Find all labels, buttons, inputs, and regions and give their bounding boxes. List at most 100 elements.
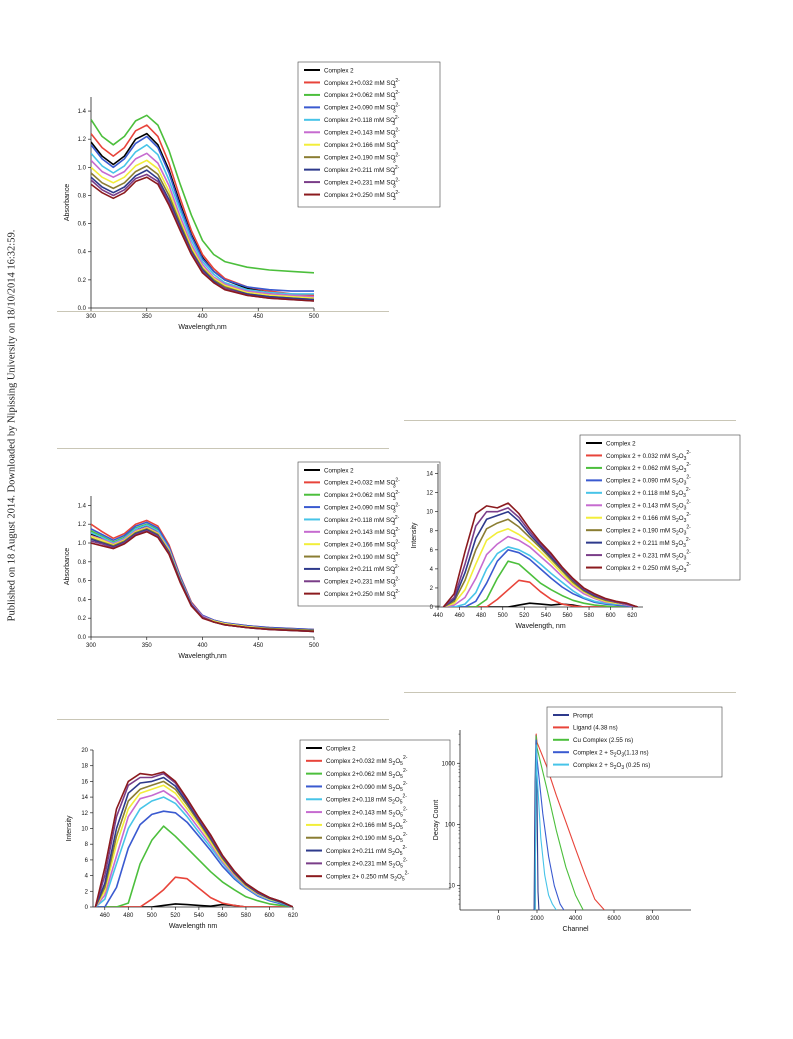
download-watermark: Published on 18 August 2014. Downloaded … xyxy=(2,0,28,1039)
series-line xyxy=(443,535,638,607)
y-tick-label: 0.0 xyxy=(78,635,87,641)
chart-absorbance-sulfite: 300 350 400 450 500 0.0 0.2 0.4 0.6 0.8 1.0 1.2 1.4 W… xyxy=(64,61,441,331)
y-tick-label: 1.0 xyxy=(78,165,87,171)
x-axis-label: Wavelength, nm xyxy=(515,623,565,630)
x-axis-label: Wavelength,nm xyxy=(178,324,227,331)
series-line xyxy=(443,579,638,607)
x-tick-label: 450 xyxy=(253,643,264,649)
legend-label: Complex 2+0.143 mM SO2-3 xyxy=(324,128,400,140)
legend-label: Complex 2+0.143 mM S2O52- xyxy=(326,806,408,818)
legend-label: Complex 2 + S2O3(1.13 ns) xyxy=(573,750,649,759)
y-tick-label: 14 xyxy=(81,795,88,801)
legend-label: Complex 2+0.090 mM S2O52- xyxy=(326,781,408,793)
series-line xyxy=(443,546,638,607)
y-tick-label: 12 xyxy=(426,491,433,497)
y-axis-label: Absorbance xyxy=(64,184,71,221)
y-axis-label: Intensity xyxy=(411,522,418,549)
y-tick-label: 20 xyxy=(81,748,88,754)
y-tick-label: 12 xyxy=(81,811,88,817)
y-tick-label: 10 xyxy=(448,884,455,890)
legend-label: Complex 2 + 0.250 mM S2O32- xyxy=(606,562,691,574)
legend-label: Complex 2 + 0.190 mM S2O32- xyxy=(606,524,691,536)
x-tick-label: 4000 xyxy=(569,916,583,922)
x-tick-label: 350 xyxy=(142,314,153,320)
x-tick-label: 500 xyxy=(147,913,158,919)
legend-label: Complex 2+0.211 mM S2O52- xyxy=(326,845,407,857)
y-tick-label: 1.0 xyxy=(78,541,87,547)
y-tick-label: 0.8 xyxy=(78,193,87,199)
legend-label: Complex 2+0.166 mM SO2-3 xyxy=(324,539,400,551)
legend-label: Complex 2 xyxy=(326,745,356,752)
y-tick-label: 4 xyxy=(85,874,89,880)
legend-label: Complex 2 + 0.032 mM S2O32- xyxy=(606,450,691,462)
divider xyxy=(404,420,736,421)
download-watermark-text: Published on 18 August 2014. Downloaded … xyxy=(6,229,18,622)
x-tick-label: 440 xyxy=(433,613,444,619)
legend-box xyxy=(297,461,441,607)
legend-label: Complex 2 + 0.231 mM S2O32- xyxy=(606,549,691,561)
y-tick-label: 10 xyxy=(426,510,433,516)
divider xyxy=(57,448,389,449)
y-tick-label: 0.6 xyxy=(78,222,87,228)
x-tick-label: 480 xyxy=(476,613,487,619)
legend-label: Prompt xyxy=(573,712,593,719)
series-line xyxy=(442,507,638,607)
x-tick-label: 540 xyxy=(541,613,552,619)
x-axis-label: Channel xyxy=(562,926,589,933)
series-line xyxy=(94,771,293,907)
y-tick-label: 0.4 xyxy=(78,597,87,603)
x-tick-label: 450 xyxy=(253,314,264,320)
x-tick-label: 8000 xyxy=(646,916,660,922)
legend-label: Complex 2+0.250 mM SO2-3 xyxy=(324,589,400,601)
series-line xyxy=(95,903,293,907)
series-line xyxy=(91,132,314,298)
x-tick-label: 480 xyxy=(123,913,134,919)
chart-emission-s2o3: 440 460 480 500 520 540 560 580 600 620 0 2 4 6 8 10 12 1… xyxy=(411,434,741,630)
y-tick-label: 0.4 xyxy=(78,250,87,256)
legend-label: Complex 2+0.032 mM S2O52- xyxy=(326,755,408,767)
y-tick-label: 1.2 xyxy=(78,522,87,528)
legend-box xyxy=(297,61,441,208)
series-line xyxy=(91,152,314,298)
series-line xyxy=(94,776,293,907)
legend-label: Complex 2+0.032 mM SO2-3 xyxy=(324,78,400,90)
series-line xyxy=(95,876,293,907)
y-tick-label: 1000 xyxy=(442,761,456,767)
x-tick-label: 500 xyxy=(498,613,509,619)
legend-label: Complex 2+0.166 mM S2O52- xyxy=(326,819,408,831)
legend-label: Complex 2+0.062 mM S2O52- xyxy=(326,768,408,780)
x-axis-label: Wavelength,nm xyxy=(178,653,227,660)
series-line xyxy=(94,780,293,907)
series-line xyxy=(443,549,638,607)
y-tick-label: 1.2 xyxy=(78,137,87,143)
y-tick-label: 18 xyxy=(81,764,88,770)
legend-label: Complex 2 xyxy=(324,467,354,474)
x-tick-label: 580 xyxy=(584,613,595,619)
y-axis-label: Decay Count xyxy=(433,800,440,841)
chart-emission-s2o5: 460 480 500 520 540 560 580 600 620 0 2 4 6 8 10 12 14 16… xyxy=(66,739,451,930)
x-tick-label: 620 xyxy=(627,613,638,619)
legend-label: Complex 2+0.231 mM SO2-3 xyxy=(324,177,400,189)
y-tick-label: 6 xyxy=(430,548,434,554)
chart-decay-curves: 0 2000 4000 6000 8000 10 100 1000 Channel Decay C… xyxy=(433,706,723,933)
legend-label: Complex 2 + S2O3 (0.25 ns) xyxy=(573,762,650,771)
series-line xyxy=(91,144,314,295)
x-tick-label: 0 xyxy=(497,916,501,922)
legend-label: Complex 2+0.211 mM SO2-3 xyxy=(324,165,400,177)
divider xyxy=(404,692,736,693)
legend-label: Complex 2 + 0.090 mM S2O32- xyxy=(606,475,691,487)
x-tick-label: 300 xyxy=(86,643,97,649)
series-line xyxy=(91,114,314,274)
legend-label: Complex 2+0.190 mM SO2-3 xyxy=(324,152,400,164)
legend-label: Complex 2+0.190 mM S2O52- xyxy=(326,832,408,844)
legend-label: Cu Complex (2.55 ns) xyxy=(573,737,633,744)
legend-label: Complex 2+0.231 mM S2O52- xyxy=(326,858,408,870)
y-tick-label: 14 xyxy=(426,472,433,478)
series-line xyxy=(91,530,314,633)
legend-label: Complex 2 xyxy=(324,67,354,74)
legend-label: Complex 2 + 0.166 mM S2O32- xyxy=(606,512,691,524)
x-tick-label: 520 xyxy=(519,613,530,619)
x-tick-label: 580 xyxy=(241,913,252,919)
y-tick-label: 8 xyxy=(85,842,89,848)
series-line xyxy=(443,602,638,607)
